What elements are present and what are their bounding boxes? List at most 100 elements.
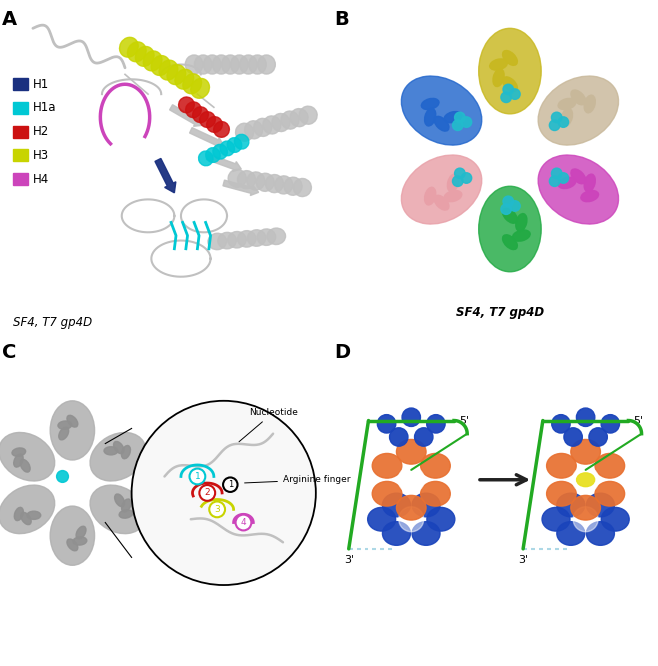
Ellipse shape	[114, 494, 124, 507]
Text: 1: 1	[195, 472, 200, 481]
Ellipse shape	[401, 155, 482, 224]
Circle shape	[551, 112, 562, 123]
Text: SF4, T7 gp4D: SF4, T7 gp4D	[456, 306, 544, 320]
Text: C: C	[1, 343, 16, 362]
Ellipse shape	[586, 493, 615, 517]
Ellipse shape	[571, 169, 586, 184]
FancyArrow shape	[206, 154, 241, 171]
Ellipse shape	[561, 109, 572, 126]
Circle shape	[453, 120, 463, 131]
Ellipse shape	[114, 442, 124, 454]
Ellipse shape	[263, 116, 281, 134]
Circle shape	[453, 176, 463, 186]
Ellipse shape	[21, 512, 31, 525]
Ellipse shape	[284, 177, 302, 195]
Ellipse shape	[207, 117, 222, 133]
Circle shape	[501, 204, 511, 214]
Ellipse shape	[50, 506, 95, 565]
Text: B: B	[334, 10, 349, 29]
Ellipse shape	[503, 77, 517, 92]
Ellipse shape	[412, 493, 440, 517]
Ellipse shape	[258, 55, 275, 74]
Ellipse shape	[444, 190, 462, 202]
Ellipse shape	[581, 190, 599, 202]
Ellipse shape	[513, 230, 530, 241]
Ellipse shape	[183, 74, 201, 94]
Circle shape	[398, 467, 424, 493]
Circle shape	[503, 84, 513, 95]
Ellipse shape	[427, 507, 455, 531]
Ellipse shape	[490, 59, 507, 70]
Circle shape	[558, 117, 569, 127]
Ellipse shape	[576, 473, 595, 487]
Ellipse shape	[249, 55, 266, 74]
Ellipse shape	[208, 233, 226, 250]
Circle shape	[190, 469, 205, 484]
Bar	[13, 173, 28, 185]
Ellipse shape	[186, 102, 201, 118]
Ellipse shape	[293, 178, 311, 196]
Text: A: A	[1, 10, 16, 29]
Ellipse shape	[447, 174, 459, 192]
Ellipse shape	[557, 521, 585, 545]
Ellipse shape	[0, 485, 55, 533]
Ellipse shape	[240, 55, 257, 74]
Ellipse shape	[547, 454, 576, 478]
Ellipse shape	[247, 230, 266, 246]
Circle shape	[558, 172, 569, 183]
Text: 3': 3'	[519, 555, 528, 565]
Ellipse shape	[274, 176, 293, 194]
Ellipse shape	[227, 138, 241, 153]
Circle shape	[455, 168, 465, 178]
Text: 3': 3'	[343, 555, 354, 565]
Ellipse shape	[151, 55, 170, 75]
Ellipse shape	[503, 51, 517, 65]
Ellipse shape	[167, 65, 186, 85]
Ellipse shape	[558, 99, 576, 110]
Text: D: D	[334, 343, 350, 362]
Text: H1: H1	[33, 78, 49, 91]
Ellipse shape	[20, 460, 30, 472]
Ellipse shape	[584, 95, 595, 113]
Circle shape	[564, 428, 582, 446]
Ellipse shape	[159, 60, 178, 80]
Ellipse shape	[59, 427, 68, 440]
Ellipse shape	[503, 208, 517, 223]
Ellipse shape	[67, 416, 78, 427]
Circle shape	[461, 172, 472, 183]
Text: H2: H2	[33, 125, 49, 138]
Ellipse shape	[234, 135, 249, 149]
Circle shape	[572, 467, 599, 493]
Ellipse shape	[396, 496, 426, 520]
Ellipse shape	[90, 485, 146, 533]
Ellipse shape	[50, 401, 95, 460]
Ellipse shape	[421, 99, 439, 110]
Ellipse shape	[245, 121, 263, 139]
Bar	[13, 149, 28, 161]
Ellipse shape	[73, 537, 87, 545]
Ellipse shape	[257, 229, 276, 245]
Circle shape	[461, 117, 472, 127]
Ellipse shape	[557, 493, 585, 517]
Ellipse shape	[67, 539, 78, 551]
Ellipse shape	[228, 169, 246, 187]
Text: H4: H4	[33, 172, 49, 186]
Ellipse shape	[236, 123, 253, 141]
Circle shape	[427, 415, 445, 433]
Text: SF4, T7 gp4D: SF4, T7 gp4D	[13, 316, 92, 329]
Ellipse shape	[372, 454, 402, 478]
Text: 4: 4	[241, 518, 246, 527]
Circle shape	[236, 515, 251, 530]
Ellipse shape	[122, 446, 130, 459]
Ellipse shape	[401, 76, 482, 145]
Ellipse shape	[382, 521, 411, 545]
Text: Arginine finger: Arginine finger	[245, 476, 351, 484]
Bar	[13, 79, 28, 90]
FancyArrow shape	[170, 105, 203, 127]
Ellipse shape	[120, 37, 138, 57]
Ellipse shape	[412, 521, 440, 545]
Ellipse shape	[214, 121, 230, 137]
Circle shape	[455, 112, 465, 123]
Ellipse shape	[382, 493, 411, 517]
Ellipse shape	[493, 69, 504, 87]
